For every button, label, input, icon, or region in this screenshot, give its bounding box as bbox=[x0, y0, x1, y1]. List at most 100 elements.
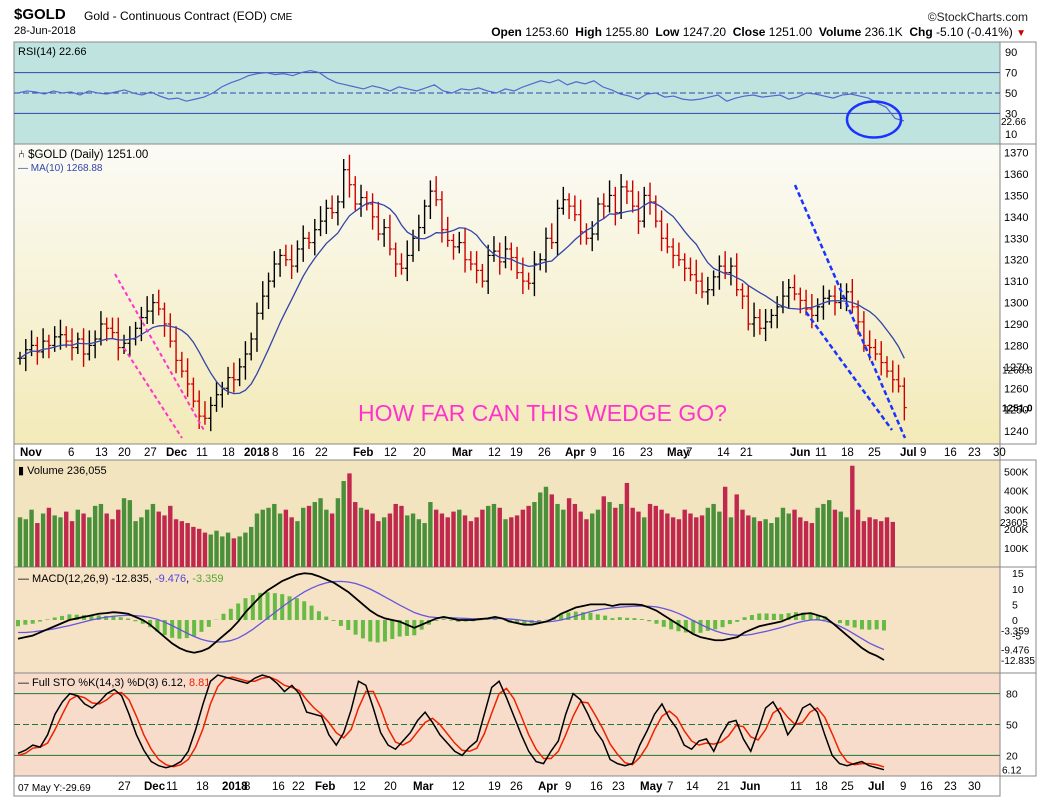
volume-bar bbox=[613, 507, 618, 567]
cursor-readout: 07 May Y:-29.69 bbox=[18, 783, 91, 794]
date-axis-tick: 16 bbox=[944, 447, 957, 459]
macd-histogram-bar bbox=[404, 620, 409, 636]
volume-bar bbox=[40, 513, 46, 567]
macd-histogram-bar bbox=[449, 620, 453, 621]
macd-histogram-bar bbox=[170, 620, 175, 638]
volume-bar bbox=[110, 519, 115, 567]
macd-histogram-bar bbox=[206, 620, 211, 627]
macd-histogram-bar bbox=[243, 598, 248, 620]
bottom-date-tick: 12 bbox=[452, 781, 465, 793]
bottom-date-tick: 20 bbox=[384, 781, 397, 793]
volume-bar bbox=[520, 509, 526, 567]
price-ytick-label: 1240 bbox=[1004, 426, 1028, 438]
high-value: 1255.80 bbox=[605, 25, 649, 39]
close-label: Close bbox=[732, 25, 766, 39]
bottom-date-tick: Feb bbox=[315, 781, 335, 793]
macd-histogram-bar bbox=[742, 617, 747, 620]
low-label: Low bbox=[655, 25, 680, 39]
date-axis-tick: 11 bbox=[815, 447, 827, 459]
macd-histogram-bar bbox=[845, 620, 850, 626]
bottom-date-tick: 16 bbox=[590, 781, 603, 793]
volume-bar bbox=[532, 502, 537, 567]
volume-label: ▮ Volume 236,055 bbox=[18, 465, 107, 477]
macd-histogram-bar bbox=[52, 617, 57, 620]
volume-bar bbox=[272, 503, 277, 567]
volume-bar bbox=[757, 521, 763, 567]
volume-bar bbox=[809, 523, 815, 567]
exchange-label: CME bbox=[270, 12, 293, 23]
volume-bar bbox=[104, 513, 109, 567]
volume-bar bbox=[75, 509, 80, 567]
volume-bar bbox=[185, 523, 190, 567]
volume-bar bbox=[491, 503, 497, 567]
volume-bar bbox=[780, 507, 786, 567]
volume-bar bbox=[439, 513, 445, 567]
volume-bar bbox=[699, 515, 705, 567]
volume-axis-background bbox=[999, 459, 1037, 568]
volume-bar bbox=[214, 530, 219, 567]
volume-bar bbox=[196, 528, 202, 567]
volume-bar bbox=[618, 503, 624, 567]
price-ytick-label: 1340 bbox=[1004, 212, 1028, 224]
bottom-date-tick: Apr bbox=[538, 781, 558, 793]
date-axis-tick: 6 bbox=[68, 447, 74, 459]
volume-bar bbox=[399, 505, 404, 567]
volume-bar bbox=[595, 509, 601, 567]
volume-bar bbox=[601, 496, 606, 567]
macd-histogram-bar bbox=[749, 615, 754, 620]
volume-bar bbox=[659, 509, 664, 567]
volume-bar bbox=[879, 521, 884, 567]
date-axis-tick: 26 bbox=[538, 447, 551, 459]
volume-bar bbox=[578, 511, 583, 567]
volume-bar bbox=[636, 511, 641, 567]
macd-histogram-bar bbox=[852, 620, 857, 628]
low-value: 1247.20 bbox=[682, 25, 727, 39]
volume-bar bbox=[58, 517, 63, 567]
macd-histogram-bar bbox=[184, 620, 189, 639]
volume-bar bbox=[405, 515, 410, 567]
stoch-ytick-label: 80 bbox=[1006, 689, 1018, 701]
date-axis-tick: Jun bbox=[790, 447, 810, 459]
bottom-date-tick: 9 bbox=[900, 781, 906, 793]
volume-bar bbox=[277, 513, 283, 567]
date-axis-tick: 8 bbox=[272, 447, 278, 459]
volume-bar bbox=[202, 532, 208, 567]
volume-bar bbox=[433, 509, 439, 567]
volume-bar bbox=[156, 511, 161, 567]
macd-ytick-label: 15 bbox=[1012, 568, 1024, 580]
close-value: 1251.00 bbox=[768, 25, 813, 39]
volume-bar bbox=[358, 507, 364, 567]
volume-bar bbox=[335, 498, 341, 567]
macd-histogram-bar bbox=[45, 619, 50, 620]
macd-histogram-bar bbox=[228, 608, 233, 620]
macd-histogram-bar bbox=[727, 620, 732, 625]
macd-ytick-label: 0 bbox=[1012, 615, 1018, 627]
ma10-line bbox=[19, 201, 905, 395]
high-label: High bbox=[575, 25, 602, 39]
chg-label: Chg bbox=[909, 25, 933, 39]
volume-bar bbox=[468, 521, 474, 567]
volume-bar bbox=[867, 517, 872, 567]
macd-histogram-bar bbox=[683, 620, 688, 633]
volume-bar bbox=[555, 503, 560, 567]
macd-histogram-bar bbox=[441, 619, 446, 620]
brand-watermark[interactable]: ©StockCharts.com bbox=[927, 10, 1028, 24]
macd-histogram-bar bbox=[382, 620, 387, 642]
bottom-date-tick: 21 bbox=[717, 781, 730, 793]
volume-bar bbox=[722, 486, 728, 567]
volume-bar bbox=[116, 509, 121, 567]
volume-bar bbox=[295, 521, 300, 567]
volume-bar bbox=[474, 517, 479, 567]
volume-bar bbox=[17, 517, 23, 567]
bottom-date-tick: 18 bbox=[196, 781, 209, 793]
wedge-line-blue bbox=[804, 311, 894, 431]
macd-histogram-bar bbox=[882, 620, 886, 631]
volume-bar bbox=[803, 521, 809, 567]
stoch-k-value-label: 6.12 bbox=[1002, 766, 1022, 777]
stoch-ytick-label: 50 bbox=[1006, 720, 1018, 732]
ma-value-label: 1268.8 bbox=[1002, 365, 1033, 376]
macd-histogram-bar bbox=[610, 618, 615, 620]
bottom-date-tick: Jun bbox=[740, 781, 760, 793]
volume-bar bbox=[873, 519, 878, 567]
volume-bar bbox=[682, 509, 687, 567]
